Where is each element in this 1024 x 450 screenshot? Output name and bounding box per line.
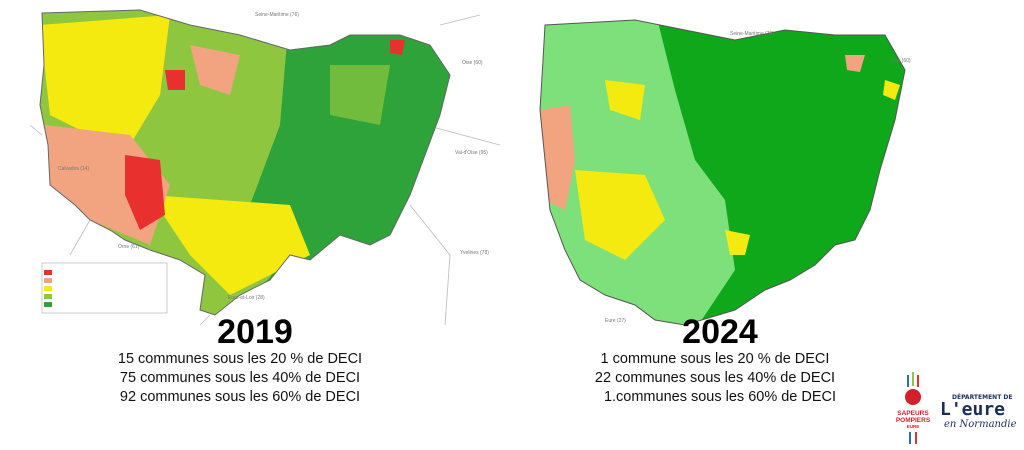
neighbor-label-calvados: Calvados (14) xyxy=(58,166,90,172)
sapeurs-pompiers-logo: SAPEURS POMPIERS EURE xyxy=(896,372,931,444)
region-40-60 xyxy=(40,15,170,145)
map-2019 xyxy=(30,9,500,325)
svg-text:EURE: EURE xyxy=(907,424,920,429)
neighbor-label-oise: Oise (60) xyxy=(462,60,483,66)
region-below-20 xyxy=(125,155,165,230)
region-20-40 xyxy=(190,45,240,95)
neighbor-label-eure: Eure (27) xyxy=(605,318,626,324)
region-below-20 xyxy=(390,40,405,55)
year-2024-label: 2024 xyxy=(682,313,758,351)
stat-line: 1 commune sous les 20 % de DECI xyxy=(600,351,830,367)
svg-text:SAPEURS: SAPEURS xyxy=(897,410,929,417)
stat-line: 1.communes sous les 60% de DECI xyxy=(603,389,837,405)
region-40-60 xyxy=(883,80,900,100)
stat-line: 22 communes sous les 40% de DECI xyxy=(594,370,836,386)
region-20-40 xyxy=(540,105,575,210)
stat-line: 75 communes sous les 40% de DECI xyxy=(119,370,361,386)
stat-line: 15 communes sous les 20 % de DECI xyxy=(117,351,363,367)
region-40-60 xyxy=(150,195,310,295)
year-2019-label: 2019 xyxy=(217,313,293,351)
neighbor-label-yvelines: Yvelines (78) xyxy=(460,250,489,256)
stat-line: 92 communes sous les 60% de DECI xyxy=(119,389,361,405)
region-40-60 xyxy=(605,80,645,120)
stats-2024: 1 commune sous les 20 % de DECI 22 commu… xyxy=(565,350,865,407)
region-60-80 xyxy=(540,20,735,325)
region-40-60 xyxy=(725,230,750,255)
neighbor-label-val-d-oise: Val-d'Oise (95) xyxy=(455,150,488,156)
region-below-20 xyxy=(165,70,185,90)
stats-2019: 15 communes sous les 20 % de DECI 75 com… xyxy=(90,350,390,407)
map-2024 xyxy=(539,19,906,326)
svg-text:L'eure: L'eure xyxy=(940,399,1005,420)
region-40-60 xyxy=(575,170,665,260)
neighbor-label-eure-et-loir: Eure-et-Loir (28) xyxy=(228,295,265,301)
region-20-40 xyxy=(845,55,865,72)
svg-text:DÉPARTEMENT DE: DÉPARTEMENT DE xyxy=(952,393,1012,401)
neighbor-borders xyxy=(30,14,500,325)
region-60-80 xyxy=(330,65,390,125)
neighbor-label-oise: Oise (60) xyxy=(890,58,911,64)
neighbor-label-seine-maritime: Seine-Maritime (76) xyxy=(730,31,774,37)
neighbor-label-seine-maritime: Seine-Maritime (76) xyxy=(255,12,299,18)
departement-eure-logo: DÉPARTEMENT DE L'eure en Normandie xyxy=(940,393,1016,430)
map-legend xyxy=(41,262,168,314)
svg-text:POMPIERS: POMPIERS xyxy=(896,417,931,424)
neighbor-label-orne: Orne (61) xyxy=(118,244,140,250)
svg-text:en Normandie: en Normandie xyxy=(944,419,1016,430)
